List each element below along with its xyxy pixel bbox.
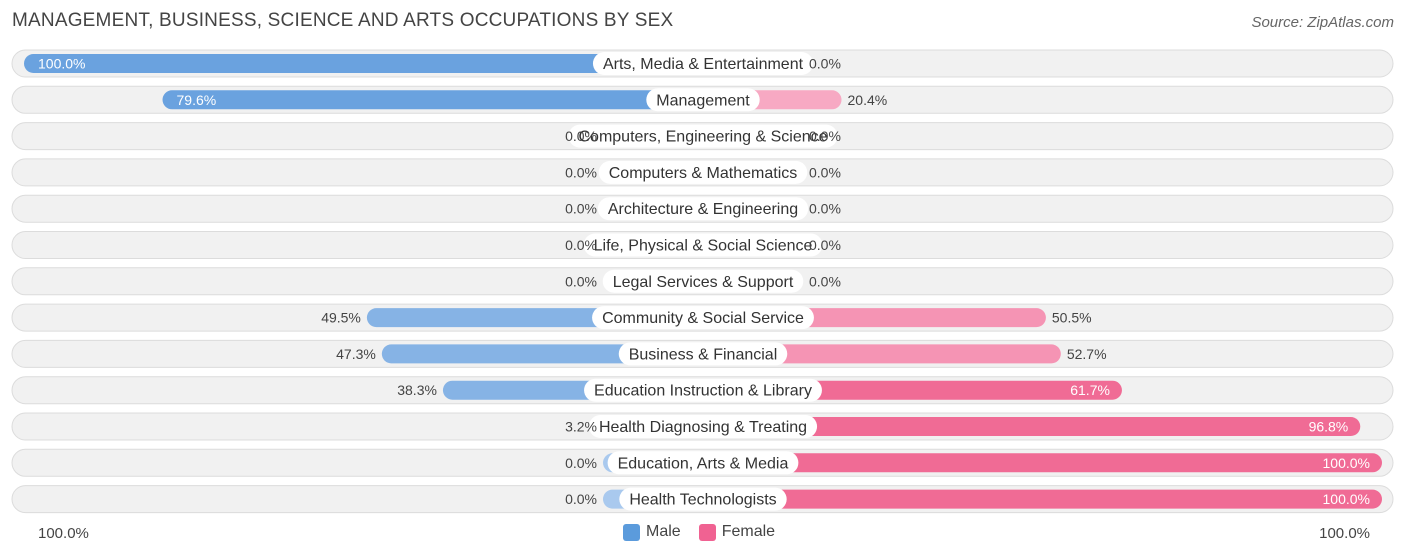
legend-label-male: Male bbox=[646, 523, 681, 540]
category-label: Education, Arts & Media bbox=[618, 455, 789, 472]
category-label: Health Diagnosing & Treating bbox=[599, 419, 807, 436]
category-label-pill bbox=[602, 269, 804, 293]
category-label-pill bbox=[598, 160, 808, 184]
female-value-label: 0.0% bbox=[809, 273, 841, 289]
category-label: Legal Services & Support bbox=[613, 274, 794, 291]
female-bar bbox=[703, 344, 1061, 364]
female-value-label: 50.5% bbox=[1052, 310, 1092, 326]
category-label: Health Technologists bbox=[629, 492, 776, 509]
source-label: Source: ZipAtlas.com bbox=[1251, 14, 1394, 31]
male-value-label: 0.0% bbox=[565, 273, 597, 289]
category-label-pill bbox=[568, 124, 838, 148]
legend-label-female: Female bbox=[721, 523, 776, 540]
axis-left-label: 100.0% bbox=[38, 525, 89, 542]
male-value-label: 47.3% bbox=[336, 346, 376, 362]
legend-swatch-female bbox=[698, 523, 716, 541]
category-label-pill bbox=[583, 233, 823, 257]
chart-title: MANAGEMENT, BUSINESS, SCIENCE AND ARTS O… bbox=[12, 10, 674, 31]
category-label: Community & Social Service bbox=[602, 310, 804, 327]
category-label-pill bbox=[592, 306, 814, 330]
category-label: Computers, Engineering & Science bbox=[578, 129, 827, 146]
female-value-label: 0.0% bbox=[809, 237, 841, 253]
axis-right-label: 100.0% bbox=[1319, 525, 1370, 542]
bar-chart: Arts, Media & Entertainment 100.0% 0.0% Man… bbox=[11, 49, 1394, 514]
category-label: Architecture & Engineering bbox=[608, 201, 798, 218]
female-value-label: 0.0% bbox=[809, 201, 841, 217]
male-value-label: 49.5% bbox=[321, 310, 361, 326]
female-value-label: 100.0% bbox=[1323, 455, 1370, 471]
female-bar bbox=[703, 453, 1382, 473]
male-value-label: 0.0% bbox=[565, 201, 597, 217]
female-value-label: 100.0% bbox=[1323, 491, 1370, 507]
male-bar bbox=[162, 90, 704, 110]
legend-swatch-male bbox=[623, 523, 640, 541]
category-label: Arts, Media & Entertainment bbox=[603, 56, 804, 73]
male-bar bbox=[24, 54, 703, 73]
category-label: Management bbox=[656, 92, 750, 109]
category-label: Computers & Mathematics bbox=[609, 165, 798, 182]
male-value-label: 3.2% bbox=[565, 419, 597, 435]
category-label-pill bbox=[584, 378, 822, 402]
category-label: Education Instruction & Library bbox=[594, 383, 812, 400]
category-label-pill bbox=[618, 342, 788, 366]
category-label: Life, Physical & Social Science bbox=[594, 238, 813, 255]
male-value-label: 0.0% bbox=[565, 164, 597, 180]
male-value-label: 0.0% bbox=[565, 237, 597, 253]
male-value-label: 0.0% bbox=[565, 128, 597, 144]
female-value-label: 0.0% bbox=[809, 164, 841, 180]
female-value-label: 52.7% bbox=[1067, 346, 1107, 362]
male-value-label: 0.0% bbox=[565, 491, 597, 507]
male-value-label: 38.3% bbox=[397, 382, 437, 398]
category-label-pill bbox=[607, 451, 799, 475]
category-label-pill bbox=[592, 52, 814, 75]
male-value-label: 100.0% bbox=[38, 56, 85, 72]
category-label: Business & Financial bbox=[629, 346, 778, 363]
legend: Male Female bbox=[623, 523, 793, 541]
category-label-pill bbox=[619, 487, 787, 511]
female-value-label: 96.8% bbox=[1309, 419, 1349, 435]
female-value-label: 20.4% bbox=[848, 92, 888, 108]
category-label-pill bbox=[597, 197, 809, 221]
female-bar bbox=[703, 417, 1361, 436]
female-value-label: 61.7% bbox=[1070, 382, 1110, 398]
legend-item-male: Male bbox=[623, 523, 681, 541]
male-value-label: 79.6% bbox=[177, 92, 217, 108]
category-label-pill bbox=[646, 88, 760, 112]
category-label-pill bbox=[588, 415, 818, 438]
legend-item-female: Female bbox=[698, 523, 776, 541]
female-bar bbox=[703, 489, 1382, 509]
female-value-label: 0.0% bbox=[809, 56, 841, 72]
male-value-label: 0.0% bbox=[565, 455, 597, 471]
female-value-label: 0.0% bbox=[809, 128, 841, 144]
